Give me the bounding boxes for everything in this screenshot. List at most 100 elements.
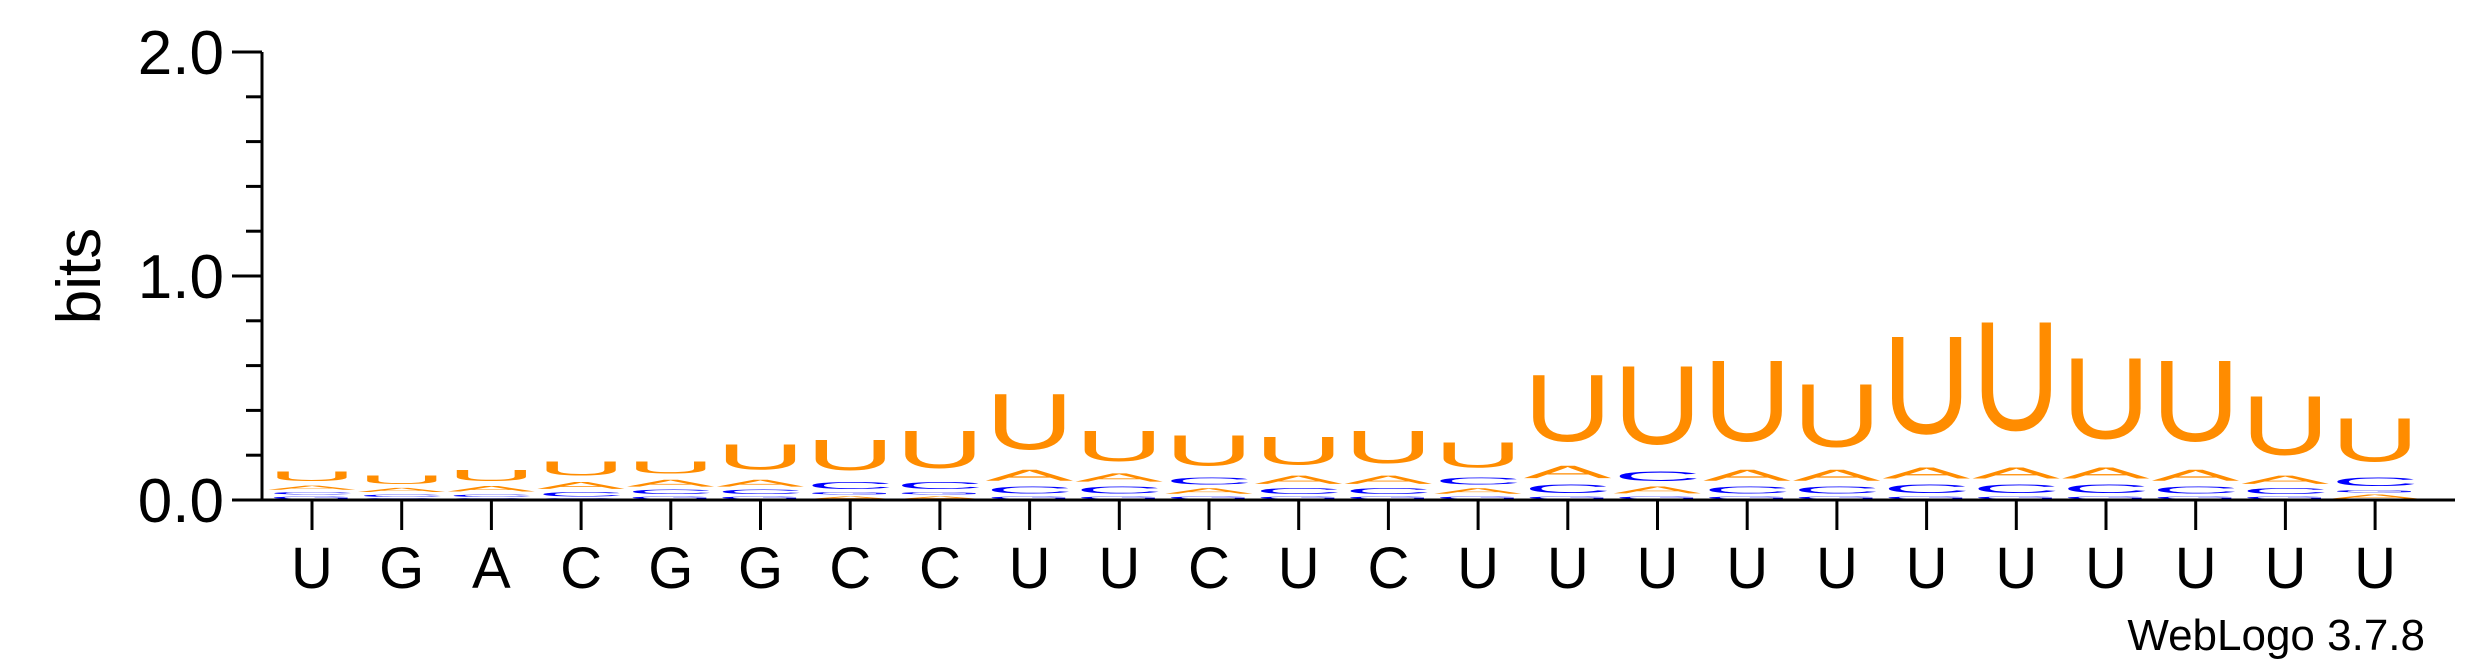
logo-letter-G: G	[986, 496, 1074, 500]
logo-letter-G: G	[1524, 496, 1612, 500]
logo-letter-C: C	[2152, 484, 2240, 495]
logo-letter-U: U	[627, 458, 715, 478]
x-tick-label: U	[291, 536, 333, 601]
logo-letter-G: G	[2152, 496, 2240, 500]
logo-letter-C: C	[1075, 484, 1163, 495]
logo-letter-G: G	[627, 496, 715, 500]
x-tick-label: U	[1547, 536, 1589, 601]
logo-letter-C: C	[537, 491, 625, 498]
x-tick-label: U	[1278, 536, 1320, 601]
x-tick-label: U	[2085, 536, 2127, 601]
logo-letter-A: A	[717, 478, 805, 489]
logo-letter-G: G	[2062, 496, 2150, 500]
logo-letter-C: C	[1703, 484, 1791, 495]
x-tick-label: U	[1726, 536, 1768, 601]
logo-letter-U: U	[537, 457, 625, 479]
x-tick-label: U	[2354, 536, 2396, 601]
y-tick-label: 0.0	[138, 467, 224, 536]
x-tick-label: U	[1906, 536, 1948, 601]
logo-letter-A: A	[1524, 462, 1612, 482]
logo-letter-U: U	[2331, 406, 2419, 475]
y-axis-ticks: 0.0 1.0 2.0	[138, 19, 262, 536]
x-tick-label: C	[560, 536, 602, 601]
logo-letter-C: C	[1524, 482, 1612, 495]
logo-letter-G: G	[806, 491, 894, 495]
logo-letter-A: A	[447, 484, 535, 493]
logo-letter-A: A	[627, 478, 715, 489]
logo-letter-A: A	[268, 484, 356, 491]
logo-letter-U: U	[1434, 435, 1522, 475]
logo-letter-C: C	[717, 489, 805, 496]
logo-letter-U: U	[806, 431, 894, 480]
logo-letter-U: U	[1972, 288, 2060, 463]
logo-letter-A: A	[1972, 464, 2060, 482]
logo-letter-C: C	[627, 489, 715, 496]
x-tick-label: U	[1009, 536, 1051, 601]
logo-letter-C: C	[806, 480, 894, 491]
logo-letter-A: A	[2152, 466, 2240, 484]
logo-letter-C: C	[2331, 475, 2419, 488]
logo-letter-U: U	[447, 466, 535, 484]
x-tick-label: U	[1637, 536, 1679, 601]
x-tick-label: U	[1995, 536, 2037, 601]
logo-letter-A: A	[1344, 473, 1433, 486]
logo-letter-U: U	[358, 473, 446, 486]
logo-letter-U: U	[1793, 365, 1881, 466]
logo-letter-A: A	[2331, 493, 2419, 500]
logo-letter-G: G	[1703, 496, 1791, 500]
logo-letter-G: G	[1165, 496, 1253, 500]
logo-letter-A: A	[1793, 466, 1881, 484]
logo-letter-C: C	[2062, 482, 2150, 495]
logo-letter-G: G	[1344, 496, 1432, 500]
logo-letter-G: G	[1883, 496, 1971, 500]
logo-letter-C: C	[896, 480, 984, 491]
logo-letter-A: A	[358, 487, 446, 494]
logo-letter-G: G	[1793, 496, 1881, 500]
x-tick-label: G	[379, 536, 424, 601]
logo-stacks: GCAUGCAUGCAUGCAUGCAUGCAUAGCUAGCUGCAUGCAU…	[268, 288, 2419, 500]
x-tick-label: G	[648, 536, 693, 601]
logo-letter-C: C	[1255, 487, 1343, 496]
x-tick-label: C	[919, 536, 961, 601]
logo-letter-A: A	[2241, 473, 2330, 486]
logo-letter-A: A	[1883, 464, 1971, 482]
logo-letter-A: A	[1075, 471, 1164, 484]
x-tick-label: C	[1367, 536, 1409, 601]
logo-letter-U: U	[1165, 426, 1253, 475]
logo-letter-G: G	[1255, 496, 1343, 500]
weblogo-credit: WebLogo 3.7.8	[2127, 611, 2425, 660]
logo-letter-A: A	[1614, 484, 1702, 495]
x-tick-label: U	[2175, 536, 2217, 601]
logo-letter-U: U	[717, 438, 805, 478]
x-tick-label: C	[1188, 536, 1230, 601]
logo-letter-U: U	[986, 377, 1074, 466]
logo-letter-U: U	[268, 469, 356, 485]
logo-letter-U: U	[896, 419, 984, 479]
logo-letter-C: C	[986, 484, 1074, 495]
x-tick-label: U	[1098, 536, 1140, 601]
logo-letter-A: A	[896, 496, 984, 500]
logo-letter-C: C	[1972, 482, 2060, 495]
logo-letter-A: A	[1255, 473, 1344, 486]
logo-letter-C: C	[268, 491, 356, 495]
logo-letter-U: U	[1703, 337, 1791, 467]
x-tick-label: A	[472, 536, 511, 601]
logo-letter-G: G	[2331, 489, 2419, 493]
logo-letter-C: C	[1883, 482, 1971, 495]
logo-letter-U: U	[2062, 334, 2150, 464]
logo-letter-C: C	[1614, 469, 1702, 485]
x-tick-label: C	[829, 536, 871, 601]
logo-letter-G: G	[717, 496, 805, 500]
x-tick-label: U	[2264, 536, 2306, 601]
logo-letter-U: U	[1075, 422, 1163, 471]
logo-letter-U: U	[1524, 355, 1612, 462]
logo-letter-G: G	[268, 496, 356, 500]
logo-letter-G: G	[1972, 496, 2060, 500]
logo-letter-U: U	[2241, 379, 2329, 473]
logo-letter-A: A	[1165, 487, 1253, 496]
logo-letter-G: G	[896, 491, 984, 495]
logo-letter-U: U	[2152, 337, 2240, 467]
logo-letter-U: U	[1255, 429, 1343, 474]
